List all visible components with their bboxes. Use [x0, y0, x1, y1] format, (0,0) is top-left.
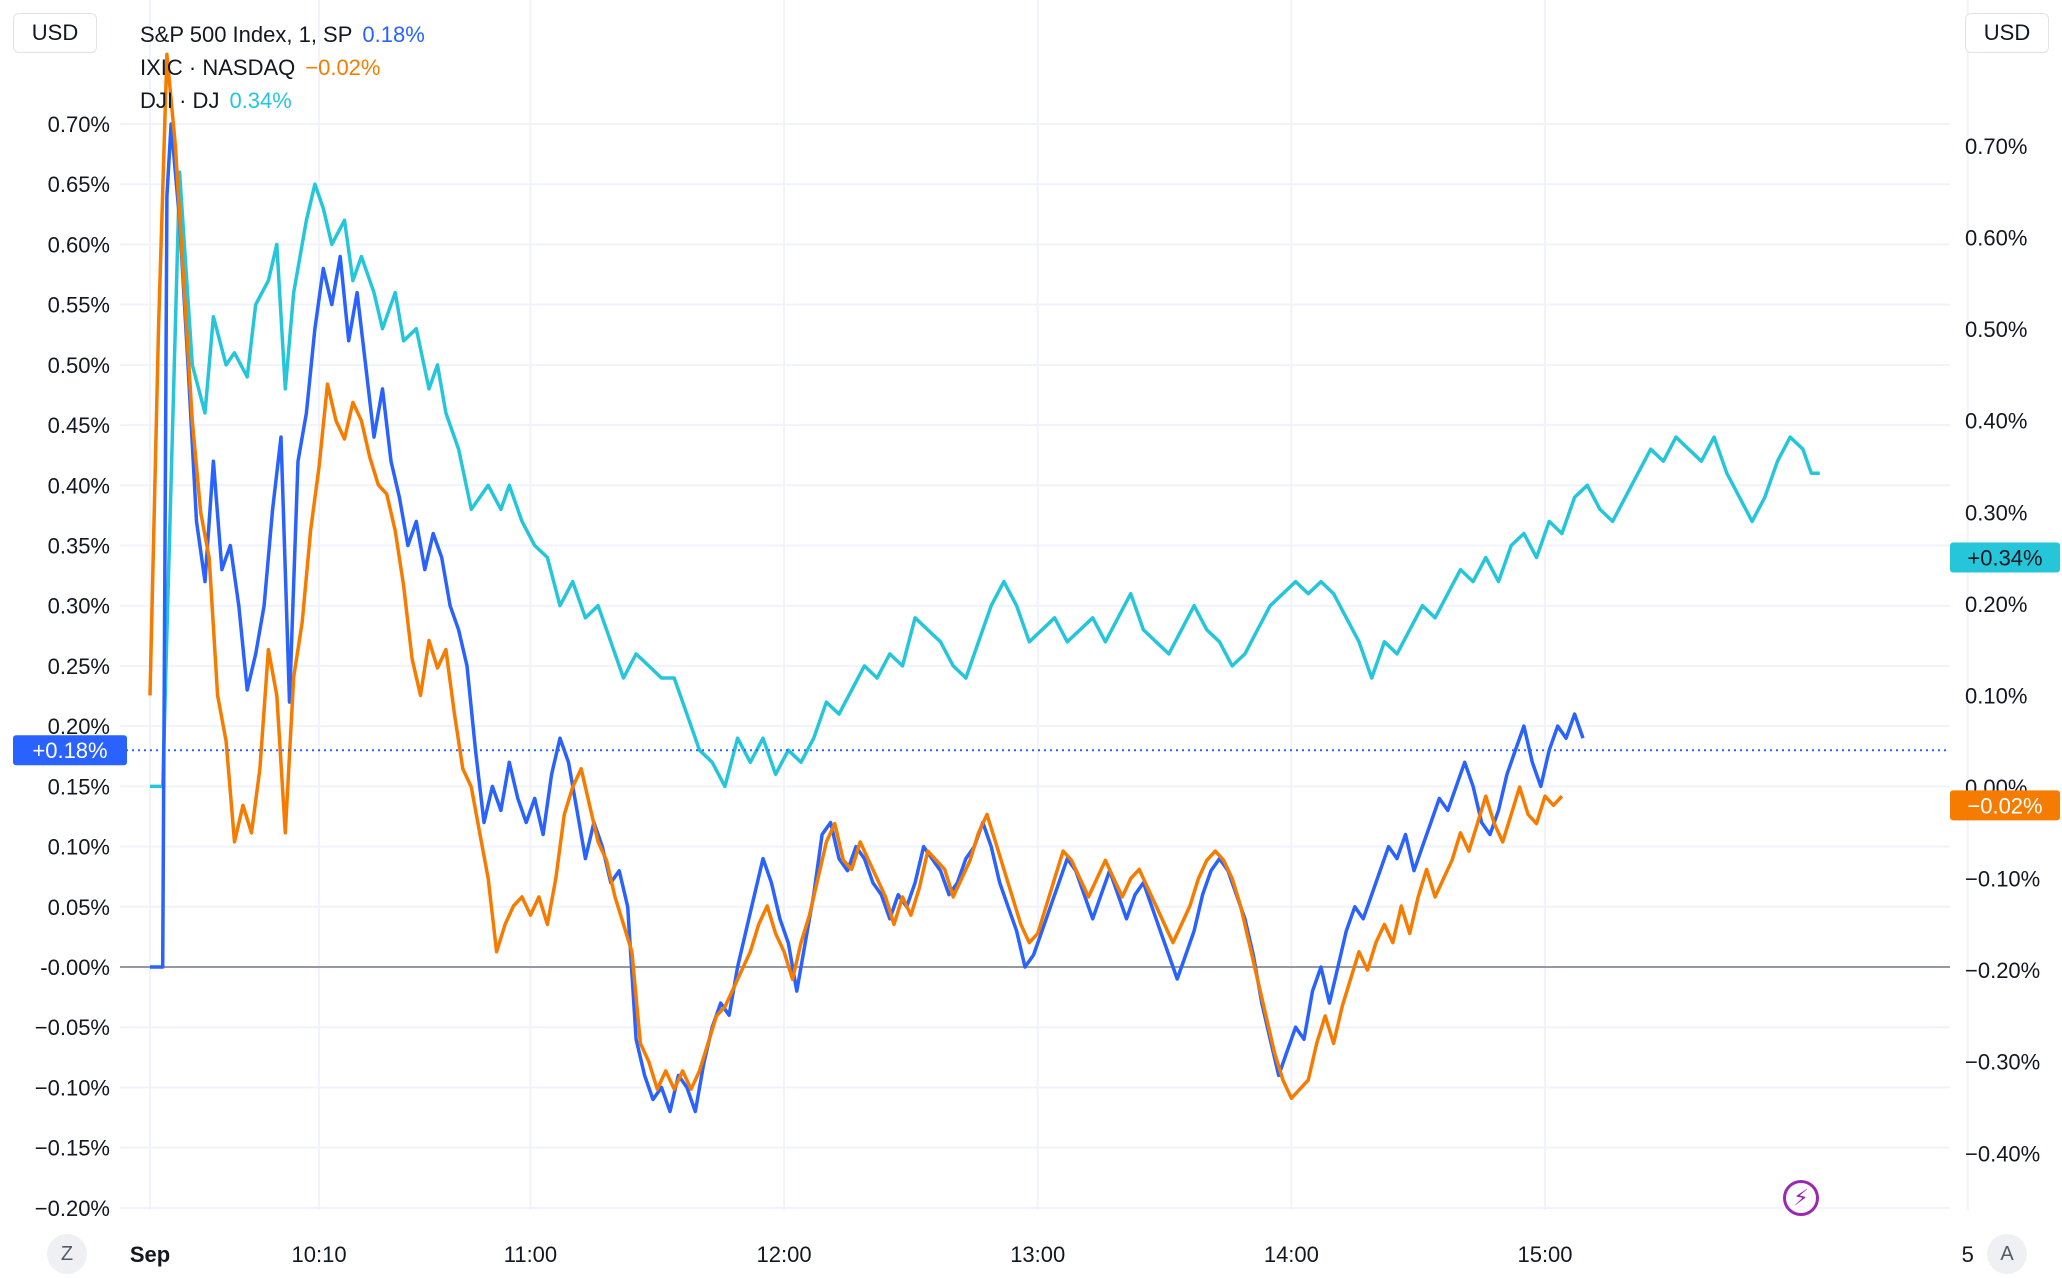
right-axis-tick-label: 0.50% — [1965, 317, 2027, 342]
time-axis-tick-label: 12:00 — [757, 1242, 812, 1267]
left-axis-tick-label: 0.45% — [48, 413, 110, 438]
legend: S&P 500 Index, 1, SP 0.18% IXIC · NASDAQ −… — [140, 18, 425, 117]
time-axis-tick-label: 14:00 — [1264, 1242, 1319, 1267]
time-axis-tick-label: Sep — [130, 1242, 170, 1267]
grid — [120, 0, 1969, 1210]
right-axis-tick-label: −0.40% — [1965, 1141, 2040, 1166]
currency-button-right[interactable]: USD — [1965, 13, 2049, 53]
last-value-badge-dji: +0.34% — [1950, 542, 2060, 573]
series-lines — [148, 52, 1820, 1114]
left-axis-tick-label: 0.05% — [48, 895, 110, 920]
legend-name: DJI · DJ — [140, 88, 220, 113]
right-axis-tick-label: −0.20% — [1965, 958, 2040, 983]
left-axis-tick-label: 0.35% — [48, 534, 110, 559]
right-axis-tick-label: 0.10% — [1965, 683, 2027, 708]
left-axis-tick-label: 0.65% — [48, 172, 110, 197]
scale-z-button[interactable]: Z — [47, 1234, 87, 1274]
last-value-badge-dji-label: +0.34% — [1967, 546, 2042, 571]
right-axis-tick-label: 0.30% — [1965, 500, 2027, 525]
series-line — [150, 122, 1585, 1114]
legend-value: 0.18% — [362, 22, 425, 47]
last-value-badge-nasdaq-label: −0.02% — [1967, 793, 2042, 818]
series-line — [148, 52, 1564, 1101]
right-axis-tick-label: 0.60% — [1965, 226, 2027, 251]
last-value-markers: +0.18% +0.34% −0.02% — [13, 542, 2060, 821]
left-axis-tick-label: −0.05% — [35, 1015, 110, 1040]
legend-item-nasdaq[interactable]: IXIC · NASDAQ −0.02% — [140, 51, 425, 84]
left-axis-tick-label: −0.20% — [35, 1196, 110, 1221]
last-value-badge-dji-bg — [1950, 542, 2060, 573]
legend-value: 0.34% — [229, 88, 292, 113]
time-axis-tick-label: 11:00 — [504, 1242, 557, 1267]
right-axis: 0.70%0.60%0.50%0.40%0.30%0.20%0.10%0.00%… — [1965, 134, 2040, 1166]
left-axis: 0.70% 0.65% 0.60% 0.55% 0.50% 0.45% 0.40% 0.35%… — [35, 112, 110, 1221]
left-axis-tick-label: 0.20% — [48, 714, 110, 739]
left-axis-tick-label: 0.25% — [48, 654, 110, 679]
lightning-bolt-icon[interactable]: ⚡ — [1783, 1180, 1819, 1216]
last-value-badge-nasdaq: −0.02% — [1950, 790, 2060, 821]
last-value-badge-sp500: +0.18% — [13, 735, 127, 766]
legend-item-dji[interactable]: DJI · DJ 0.34% — [140, 84, 425, 117]
left-axis-tick-label: 0.70% — [48, 112, 110, 137]
time-axis-tick-label: 5 — [1962, 1242, 1974, 1267]
series-line — [150, 170, 1820, 789]
time-axis-tick-label: 15:00 — [1517, 1242, 1572, 1267]
left-axis-tick-label: 0.50% — [48, 353, 110, 378]
right-axis-tick-label: −0.10% — [1965, 867, 2040, 892]
last-value-badge-sp500-bg — [13, 735, 127, 766]
time-axis: Sep 10:10 11:00 12:00 13:00 14:00 15:00 5 — [130, 1242, 1974, 1267]
left-axis-tick-label: 0.30% — [48, 594, 110, 619]
legend-name: IXIC · NASDAQ — [140, 55, 296, 80]
left-axis-tick-label: −0.15% — [35, 1136, 110, 1161]
right-axis-tick-label: 0.20% — [1965, 592, 2027, 617]
last-value-badge-sp500-label: +0.18% — [32, 738, 107, 763]
left-axis-tick-label: -0.00% — [40, 955, 110, 980]
currency-button-left[interactable]: USD — [13, 13, 97, 53]
left-axis-tick-label: 0.40% — [48, 473, 110, 498]
last-value-badge-nasdaq-bg — [1950, 790, 2060, 821]
left-axis-tick-label: 0.55% — [48, 293, 110, 318]
time-axis-tick-label: 10:10 — [292, 1242, 347, 1267]
auto-scale-button[interactable]: A — [1987, 1234, 2027, 1274]
left-axis-tick-label: −0.10% — [35, 1075, 110, 1100]
legend-name: S&P 500 Index, 1, SP — [140, 22, 353, 47]
left-axis-tick-label: 0.10% — [48, 835, 110, 860]
left-axis-tick-label: 0.60% — [48, 232, 110, 257]
right-axis-tick-label: −0.30% — [1965, 1050, 2040, 1075]
time-axis-tick-label: 13:00 — [1010, 1242, 1065, 1267]
legend-item-sp500[interactable]: S&P 500 Index, 1, SP 0.18% — [140, 18, 425, 51]
right-axis-tick-label: 0.40% — [1965, 409, 2027, 434]
legend-value: −0.02% — [305, 55, 381, 80]
left-axis-tick-label: 0.15% — [48, 774, 110, 799]
right-axis-tick-label: 0.70% — [1965, 134, 2027, 159]
